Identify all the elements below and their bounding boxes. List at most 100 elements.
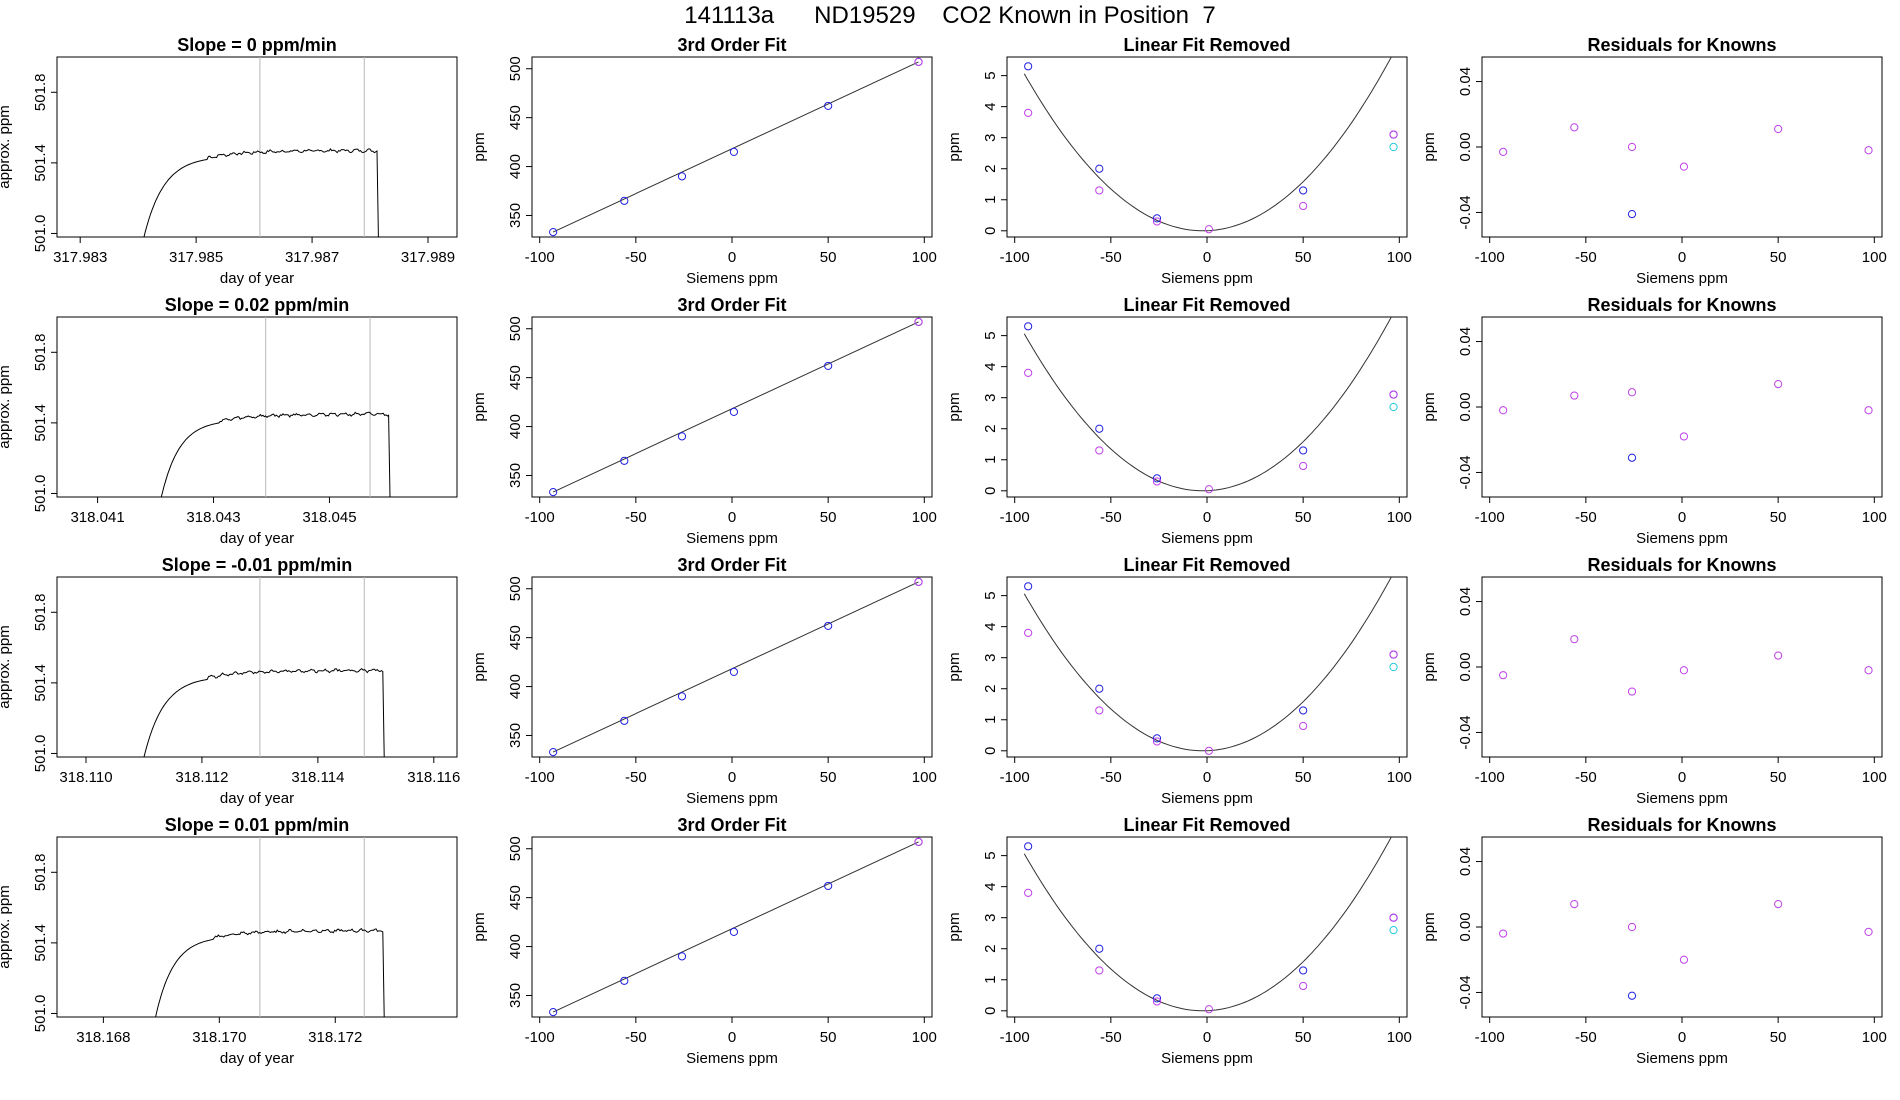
- y-axis-label: ppm: [946, 392, 963, 421]
- data-point-magenta: [1299, 461, 1308, 471]
- chart-panel-time_series-row-2: Slope = 0.02 ppm/min day of year approx. p…: [0, 295, 458, 547]
- y-axis-label: ppm: [1421, 912, 1438, 941]
- data-point-magenta: [1864, 146, 1873, 155]
- x-tick-label: 0: [728, 509, 736, 526]
- data-point-magenta: [1024, 368, 1033, 377]
- y-axis-label: ppm: [1421, 392, 1438, 421]
- concentration-trace: [143, 148, 379, 237]
- x-tick-label: -50: [1575, 509, 1597, 526]
- y-tick-label: 500: [507, 576, 524, 601]
- x-tick-label: 100: [912, 769, 937, 786]
- plot-data: [1499, 899, 1873, 1000]
- data-point-magenta: [1204, 746, 1214, 755]
- y-tick-label: 400: [507, 154, 524, 179]
- data-point: [549, 748, 558, 757]
- data-point-blue: [1024, 322, 1033, 331]
- plot-data: [1023, 837, 1398, 1014]
- x-tick-label: 100: [1387, 1029, 1412, 1046]
- x-tick-label: -100: [525, 1029, 555, 1046]
- x-axis-label: day of year: [220, 1050, 294, 1067]
- x-tick-label: 0: [1203, 509, 1211, 526]
- x-tick-label: 100: [1862, 249, 1887, 266]
- panel-title: Slope = 0.02 ppm/min: [165, 295, 350, 315]
- x-tick-label: 100: [912, 509, 937, 526]
- x-tick-label: -50: [1575, 249, 1597, 266]
- y-axis-label: ppm: [1421, 132, 1438, 161]
- chart-panel-linear_fit_removed-row-3: Linear Fit Removed Siemens ppm ppm -100 -50 0…: [946, 555, 1412, 807]
- plot-data: [549, 577, 923, 757]
- chart-panel-residuals-row-4: Residuals for Knowns Siemens ppm ppm -100 -5…: [1421, 815, 1887, 1067]
- x-tick-label: -50: [625, 1029, 647, 1046]
- x-tick-label: 0: [1678, 1029, 1686, 1046]
- x-tick-label: 0: [1678, 769, 1686, 786]
- data-point-magenta: [1024, 108, 1033, 117]
- data-point: [677, 692, 687, 701]
- y-tick-label: 501.8: [32, 854, 49, 892]
- plot-frame: [1481, 316, 1883, 498]
- x-axis-label: Siemens ppm: [1161, 1050, 1253, 1067]
- data-point-blue: [1299, 706, 1308, 715]
- plot-data: [1023, 57, 1398, 234]
- data-point-magenta: [1389, 913, 1398, 922]
- y-tick-label: 0: [982, 227, 999, 235]
- x-tick-label: -50: [1575, 769, 1597, 786]
- y-tick-label: 1: [982, 196, 999, 204]
- data-point: [549, 228, 558, 237]
- y-tick-label: 0.00: [1457, 392, 1474, 421]
- y-tick-label: -0.04: [1457, 455, 1474, 489]
- data-point-blue: [1095, 944, 1104, 953]
- x-tick-label: 0: [1678, 249, 1686, 266]
- x-axis-label: Siemens ppm: [686, 1050, 778, 1067]
- y-tick-label: 4: [982, 622, 999, 630]
- data-point-blue: [1024, 62, 1033, 71]
- y-tick-label: 501.8: [32, 594, 49, 632]
- data-point-cyan: [1389, 402, 1398, 412]
- x-tick-label: 100: [1387, 249, 1412, 266]
- data-point: [729, 927, 739, 936]
- y-tick-label: 400: [507, 414, 524, 439]
- x-tick-label: 0: [728, 769, 736, 786]
- x-tick-label: 0: [1203, 769, 1211, 786]
- x-tick-label: -50: [1100, 769, 1122, 786]
- fit-line: [552, 581, 919, 753]
- data-point-blue: [1152, 734, 1162, 743]
- data-point-magenta: [1152, 477, 1162, 486]
- panel-title: Slope = 0 ppm/min: [177, 35, 337, 55]
- data-point: [677, 952, 687, 961]
- panel-title: Residuals for Knowns: [1587, 295, 1776, 315]
- data-point-magenta: [1152, 997, 1162, 1006]
- x-tick-label: 100: [1862, 1029, 1887, 1046]
- x-axis-label: Siemens ppm: [1636, 530, 1728, 547]
- data-point: [914, 317, 923, 326]
- x-tick-label: 100: [1387, 509, 1412, 526]
- data-point: [729, 407, 739, 416]
- plot-frame: [1006, 316, 1408, 498]
- data-point: [824, 881, 833, 891]
- data-point-magenta: [1774, 651, 1783, 660]
- data-point-magenta: [1864, 666, 1873, 675]
- x-tick-label: 0: [1678, 509, 1686, 526]
- y-tick-label: -0.04: [1457, 195, 1474, 229]
- x-tick-label: -50: [625, 769, 647, 786]
- x-tick-label: 50: [820, 1029, 837, 1046]
- x-tick-label: 317.983: [53, 249, 107, 266]
- y-tick-label: 0.04: [1457, 67, 1474, 96]
- data-point-blue: [1299, 966, 1308, 975]
- plot-frame: [1006, 56, 1408, 238]
- data-point: [914, 837, 923, 846]
- x-tick-label: -100: [1000, 509, 1030, 526]
- x-tick-label: 50: [1770, 509, 1787, 526]
- x-tick-label: 318.112: [175, 769, 228, 786]
- y-tick-label: 350: [507, 983, 524, 1008]
- y-tick-label: 4: [982, 102, 999, 110]
- y-tick-label: 501.4: [32, 404, 49, 442]
- concentration-trace: [155, 928, 385, 1017]
- y-tick-label: 450: [507, 885, 524, 910]
- y-tick-label: 501.8: [32, 334, 49, 372]
- fit-curve: [1023, 577, 1392, 752]
- y-axis-label: ppm: [471, 132, 488, 161]
- data-point-magenta: [1679, 955, 1689, 964]
- data-point-magenta: [1095, 446, 1104, 455]
- y-tick-label: 501.4: [32, 924, 49, 962]
